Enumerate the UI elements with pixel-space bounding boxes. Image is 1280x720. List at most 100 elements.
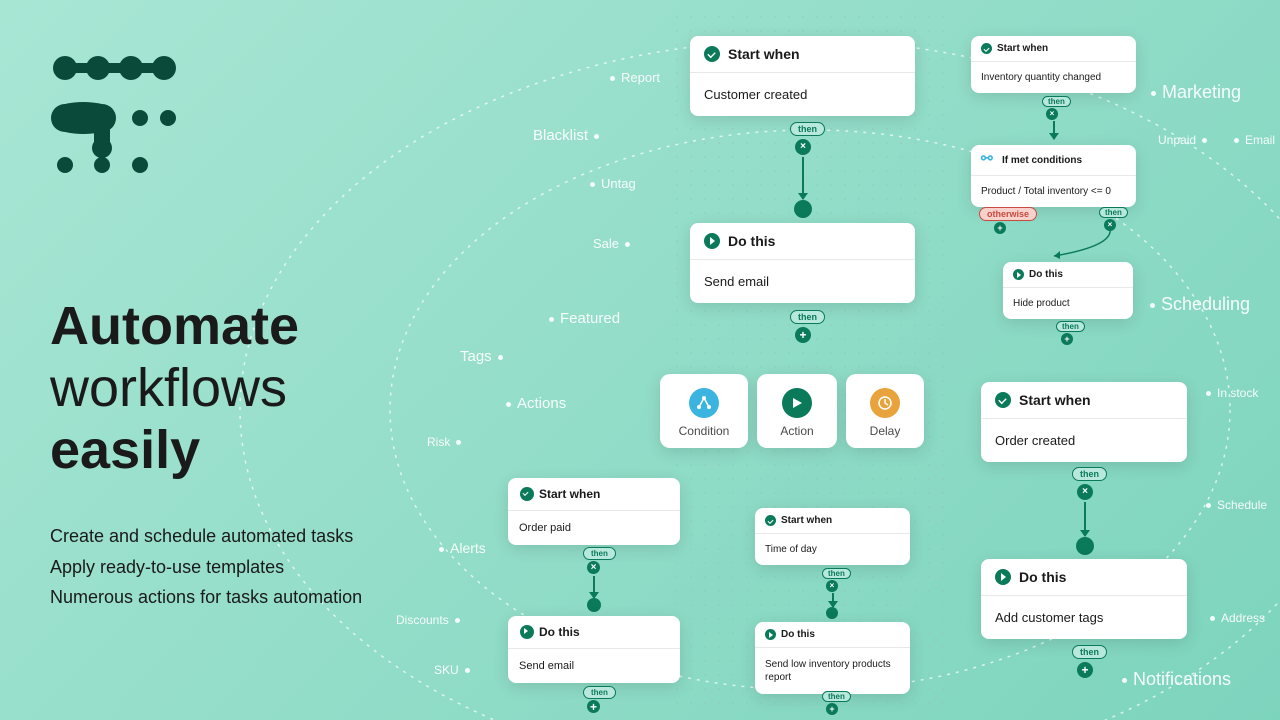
then-pill: then — [1099, 207, 1128, 218]
tag-actions: Actions — [500, 395, 566, 412]
card-title: Start when — [728, 46, 800, 62]
close-node-icon[interactable]: × — [826, 580, 838, 592]
card-body: Send low inventory products report — [755, 648, 910, 694]
check-icon — [981, 43, 992, 54]
close-node-icon[interactable]: × — [1077, 484, 1093, 500]
card-do-add-tags[interactable]: Do this Add customer tags — [981, 559, 1187, 639]
connector-arrow — [802, 157, 804, 199]
then-pill: then — [1042, 96, 1071, 107]
card-body: Inventory quantity changed — [971, 62, 1136, 93]
card-title: Do this — [539, 625, 580, 639]
toolbox-label: Condition — [679, 424, 730, 438]
tag-tags: Tags — [460, 348, 509, 365]
toolbox-delay[interactable]: Delay — [846, 374, 924, 448]
card-title: Do this — [1029, 269, 1063, 280]
plus-node-icon[interactable]: + — [1061, 333, 1073, 345]
card-body: Product / Total inventory <= 0 — [971, 176, 1136, 207]
tag-sku: SKU — [434, 663, 476, 677]
then-pill: then — [790, 310, 825, 324]
plus-node-icon[interactable]: + — [826, 703, 838, 715]
branch-icon — [981, 152, 997, 168]
play-icon — [765, 629, 776, 640]
tag-report: Report — [604, 70, 660, 85]
toolbox-label: Action — [780, 424, 813, 438]
play-icon — [1013, 269, 1024, 280]
card-do-send-email-2[interactable]: Do this Send email — [508, 616, 680, 683]
card-title: Start when — [539, 487, 600, 501]
play-icon — [704, 233, 720, 249]
tag-risk: Risk — [427, 435, 467, 449]
tag-address: Address — [1204, 611, 1265, 625]
card-title: Start when — [997, 43, 1048, 54]
headline-line1: Automate — [50, 296, 299, 356]
then-pill: then — [1072, 467, 1107, 481]
card-start-inventory[interactable]: Start when Inventory quantity changed — [971, 36, 1136, 93]
tag-marketing: Marketing — [1145, 82, 1241, 103]
close-node-icon[interactable]: × — [795, 139, 811, 155]
check-icon — [704, 46, 720, 62]
bullet-2: Apply ready-to-use templates — [50, 552, 470, 583]
then-pill: then — [583, 686, 616, 699]
card-start-customer-created[interactable]: Start when Customer created — [690, 36, 915, 116]
tag-schedule: Schedule — [1200, 498, 1267, 512]
play-icon — [520, 625, 534, 639]
toolbox-label: Delay — [870, 424, 901, 438]
then-pill: then — [1056, 321, 1085, 332]
play-icon — [995, 569, 1011, 585]
card-start-order-paid[interactable]: Start when Order paid — [508, 478, 680, 545]
connector-dot — [794, 200, 812, 218]
card-condition-inventory[interactable]: If met conditions Product / Total invent… — [971, 145, 1136, 207]
card-body: Send email — [690, 260, 915, 303]
card-title: Do this — [781, 629, 815, 640]
close-node-icon[interactable]: × — [587, 561, 600, 574]
then-pill: then — [790, 122, 825, 136]
check-icon — [520, 487, 534, 501]
tag-scheduling: Scheduling — [1144, 294, 1250, 315]
plus-node-icon[interactable]: + — [795, 327, 811, 343]
card-title: Start when — [781, 515, 832, 526]
card-title: Start when — [1019, 392, 1091, 408]
plus-node-icon[interactable]: + — [1077, 662, 1093, 678]
then-pill: then — [1072, 645, 1107, 659]
tag-notifications: Notifications — [1116, 669, 1231, 690]
connector-curve — [1050, 226, 1120, 260]
tag-untag: Untag — [584, 176, 636, 191]
tag-alerts: Alerts — [433, 540, 486, 556]
card-body: Order paid — [508, 511, 680, 545]
toolbox-condition[interactable]: Condition — [660, 374, 748, 448]
tag-blacklist: Blacklist — [533, 127, 605, 144]
connector-dot — [1076, 537, 1094, 555]
card-start-time-of-day[interactable]: Start when Time of day — [755, 508, 910, 565]
plus-node-icon[interactable]: + — [994, 222, 1006, 234]
tag-sale: Sale — [593, 236, 636, 251]
connector-arrow — [832, 593, 834, 607]
brand-logo — [50, 50, 180, 180]
card-body: Order created — [981, 419, 1187, 462]
card-start-order-created[interactable]: Start when Order created — [981, 382, 1187, 462]
then-pill: then — [583, 547, 616, 560]
connector-dot — [826, 607, 838, 619]
bullet-3: Numerous actions for tasks automation — [50, 582, 470, 613]
close-node-icon[interactable]: × — [1046, 108, 1058, 120]
toolbox-action[interactable]: Action — [757, 374, 837, 448]
tag-discounts: Discounts — [396, 613, 466, 627]
check-icon — [995, 392, 1011, 408]
action-icon — [782, 388, 812, 418]
tag-email: Email — [1228, 133, 1275, 147]
card-body: Customer created — [690, 73, 915, 116]
card-do-hide-product[interactable]: Do this Hide product — [1003, 262, 1133, 319]
tag-in-stock: In stock — [1200, 386, 1258, 400]
connector-arrow — [1084, 502, 1086, 536]
card-do-send-report[interactable]: Do this Send low inventory products repo… — [755, 622, 910, 694]
headline-line2: workflows — [50, 358, 287, 418]
connector-arrow — [1053, 121, 1055, 139]
card-body: Add customer tags — [981, 596, 1187, 639]
then-pill: then — [822, 691, 851, 702]
hero-bullets: Create and schedule automated tasks Appl… — [50, 521, 470, 613]
card-body: Send email — [508, 649, 680, 683]
card-do-send-email[interactable]: Do this Send email — [690, 223, 915, 303]
plus-node-icon[interactable]: + — [587, 700, 600, 713]
tag-featured: Featured — [543, 310, 620, 327]
card-title: If met conditions — [1002, 155, 1082, 166]
tag-unpaid: Unpaid — [1158, 133, 1213, 147]
